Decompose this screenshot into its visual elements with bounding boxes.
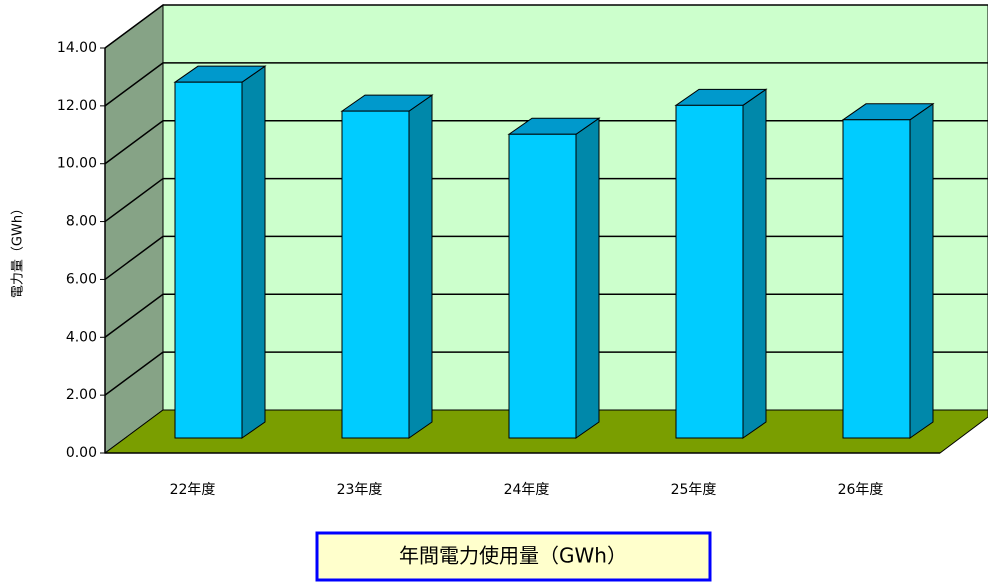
- bar-side: [575, 117, 600, 439]
- y-tick-label: 8.00: [66, 214, 97, 230]
- x-tick-label: 23年度: [337, 482, 383, 498]
- bar: [508, 133, 577, 439]
- chart-title: 年間電力使用量（GWh）: [399, 544, 627, 568]
- grid-line: [104, 4, 988, 49]
- side-wall: [104, 4, 164, 454]
- y-tick-label: 4.00: [66, 329, 97, 345]
- y-tick-label: 10.00: [57, 156, 97, 172]
- x-tick-label: 24年度: [504, 482, 550, 498]
- bar-side: [241, 65, 266, 439]
- bar-side: [909, 102, 934, 439]
- y-tick-label: 0.00: [66, 445, 97, 461]
- bar-side: [742, 88, 767, 439]
- y-tick-label: 12.00: [57, 98, 97, 114]
- y-tick-label: 6.00: [66, 271, 97, 287]
- grid-line: [104, 62, 988, 107]
- bar: [174, 81, 243, 439]
- bar: [675, 104, 744, 439]
- x-tick-label: 25年度: [671, 482, 717, 498]
- bars: [173, 65, 935, 439]
- bar-side: [408, 94, 433, 439]
- x-tick-label: 22年度: [170, 482, 216, 498]
- y-axis-label: 電力量（GWh）: [11, 202, 26, 298]
- y-tick-label: 14.00: [57, 40, 97, 56]
- bar: [341, 110, 410, 439]
- x-tick-label: 26年度: [838, 482, 884, 498]
- bar: [842, 119, 911, 439]
- title-box: [315, 531, 712, 582]
- y-tick-label: 2.00: [66, 387, 97, 403]
